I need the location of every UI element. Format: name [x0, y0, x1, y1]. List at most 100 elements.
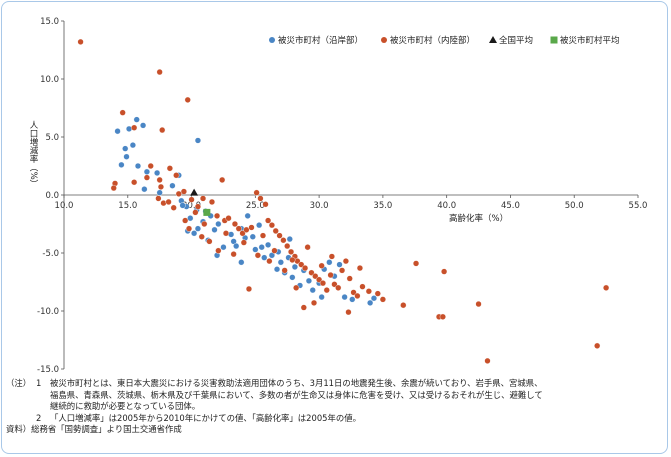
disaster-average-point	[203, 208, 211, 216]
data-point	[122, 145, 129, 152]
data-point	[154, 169, 161, 177]
data-point	[367, 299, 374, 306]
data-point	[157, 183, 165, 190]
x-tick-label: 35.0	[373, 201, 392, 211]
data-point	[335, 284, 342, 291]
data-point	[182, 217, 189, 224]
data-point	[370, 295, 378, 302]
y-tick-label: -15.0	[37, 365, 59, 375]
data-point	[238, 259, 245, 266]
data-point	[259, 232, 267, 239]
legend-label: 被災市町村（内陸部）	[390, 35, 475, 46]
data-point	[277, 259, 284, 266]
data-point	[184, 96, 191, 103]
data-point	[156, 176, 163, 184]
data-point	[194, 137, 202, 144]
data-point	[180, 188, 188, 195]
data-point	[192, 209, 199, 216]
data-point	[201, 220, 208, 228]
chart-area: 10.0 15.0 20.0 25.0 30.0 35.0 40.0 45.0 50.0 55.0…	[28, 17, 647, 375]
data-point	[291, 263, 298, 271]
note-text: 被災市町村とは、東日本大震災における災害救助法適用団体のうち、3月11日の地震発…	[50, 378, 661, 413]
data-point	[147, 162, 154, 170]
data-point	[239, 230, 246, 237]
data-point	[188, 196, 195, 203]
data-point	[312, 273, 319, 280]
data-point	[77, 38, 84, 45]
legend-label: 被災市町村（沿岸部）	[278, 35, 363, 46]
data-point	[261, 254, 268, 261]
data-point	[110, 184, 117, 192]
scatter-chart: 10.0 15.0 20.0 25.0 30.0 35.0 40.0 45.0 50.0 55.0…	[28, 17, 647, 375]
data-point	[175, 190, 182, 197]
data-point	[254, 252, 261, 259]
source-text: 資料）総務省「国勢調査」より国土交通省作成	[6, 424, 182, 434]
data-point	[139, 122, 147, 129]
data-point	[268, 222, 276, 229]
x-axis-label: 高齢化率（%）	[449, 213, 508, 224]
data-point	[356, 264, 364, 272]
data-point	[252, 246, 259, 253]
data-point	[191, 230, 198, 237]
data-point	[143, 168, 151, 175]
data-point	[179, 202, 186, 209]
data-point	[327, 271, 334, 279]
data-point	[169, 182, 176, 189]
legend-label: 被災市町村平均	[560, 35, 620, 46]
data-point	[412, 260, 420, 267]
data-point	[300, 304, 307, 311]
data-point	[194, 203, 202, 210]
y-tick-label: 5.0	[45, 133, 59, 143]
data-point	[156, 68, 163, 76]
data-point	[243, 226, 250, 233]
data-point	[257, 195, 264, 202]
x-tick-label: 15.0	[118, 201, 137, 211]
data-point	[211, 226, 218, 233]
y-tick-label: -10.0	[37, 307, 59, 317]
note-text: 「人口増減率」は2005年から2010年にかけての値、「高齢化率」は2005年の…	[50, 412, 361, 423]
data-point	[484, 357, 491, 364]
x-tick-label: 50.0	[565, 201, 584, 211]
data-point	[354, 292, 361, 300]
data-point	[155, 195, 162, 202]
data-point	[231, 220, 239, 228]
note-head: （注）	[6, 378, 32, 388]
data-point	[298, 261, 305, 268]
data-point	[293, 284, 300, 291]
data-point	[341, 293, 348, 301]
data-point	[208, 198, 216, 206]
data-point	[220, 244, 227, 251]
note-line: 被災市町村とは、東日本大震災における災害救助法適用団体のうち、3月11日の地震発…	[50, 378, 543, 388]
data-point	[318, 262, 325, 269]
data-point	[342, 258, 349, 265]
data-point	[256, 222, 263, 229]
data-point	[131, 179, 138, 186]
data-point	[258, 244, 265, 251]
data-point	[603, 284, 610, 291]
data-point	[441, 268, 448, 275]
data-point	[185, 225, 193, 232]
data-point	[309, 287, 316, 294]
x-tick-label: 40.0	[437, 201, 456, 211]
data-point	[143, 174, 151, 181]
y-axis-label: 人口増減率（%）	[28, 121, 38, 189]
data-point	[141, 186, 148, 193]
x-tick-label: 30.0	[310, 201, 329, 211]
data-point	[215, 247, 222, 254]
data-point	[262, 201, 269, 208]
data-point	[350, 289, 357, 296]
source-line: 資料）総務省「国勢調査」より国土交通省作成	[6, 424, 661, 436]
data-point	[235, 225, 242, 232]
data-point	[346, 275, 353, 282]
data-point	[318, 293, 325, 301]
data-point	[156, 189, 163, 196]
data-point	[222, 230, 230, 237]
data-point	[266, 258, 273, 265]
data-point	[345, 309, 352, 316]
data-point	[227, 231, 235, 238]
data-point	[374, 290, 381, 297]
data-point	[206, 238, 213, 245]
data-point	[289, 256, 296, 264]
data-point	[230, 251, 237, 258]
